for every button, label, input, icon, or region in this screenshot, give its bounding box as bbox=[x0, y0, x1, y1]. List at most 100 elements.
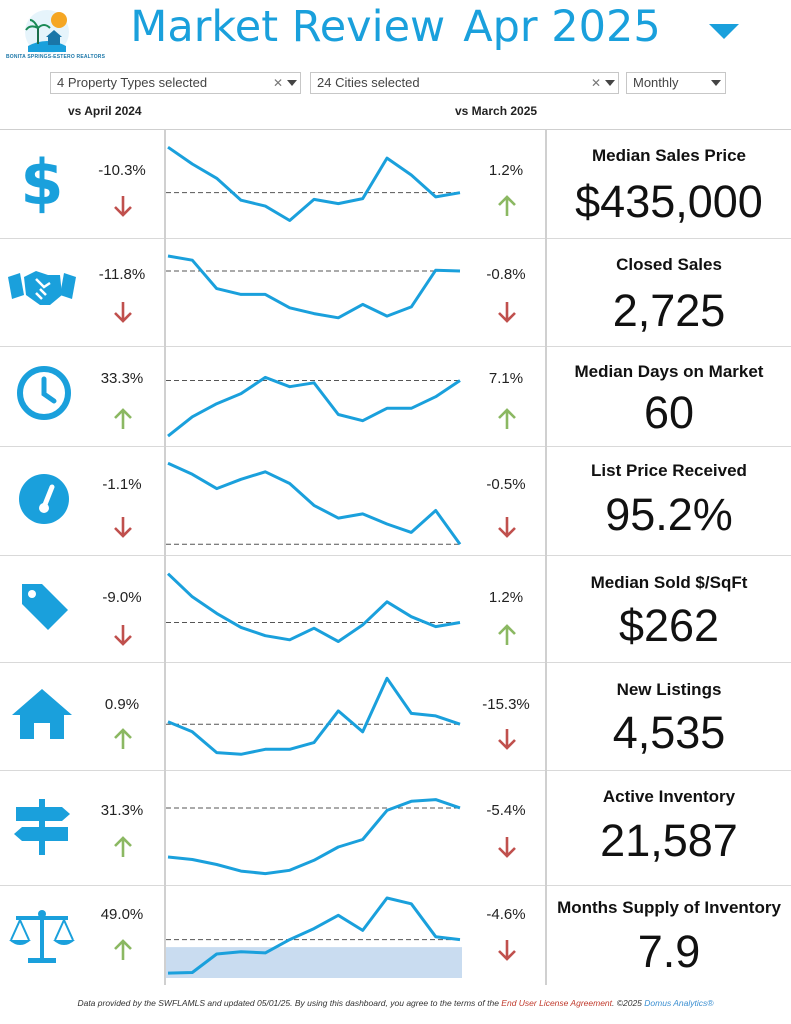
clear-icon[interactable]: ✕ bbox=[273, 76, 284, 90]
metric-value: 21,587 bbox=[600, 815, 738, 866]
domus-analytics-link[interactable]: Domus Analytics® bbox=[644, 998, 714, 1008]
up-arrow-icon bbox=[114, 939, 132, 960]
metric-row-active-inventory[interactable]: 31.3% -5.4% Active Inventory 21,587 bbox=[0, 771, 791, 885]
down-arrow-icon bbox=[498, 940, 516, 961]
down-arrow-icon bbox=[498, 729, 516, 750]
up-arrow-icon bbox=[498, 624, 516, 645]
page-title: Market Review Apr 2025 bbox=[0, 2, 791, 52]
divider bbox=[0, 885, 791, 886]
mom-change: -15.3% bbox=[482, 696, 530, 713]
trend-sparkline bbox=[166, 896, 462, 978]
divider bbox=[0, 129, 791, 130]
trend-sparkline bbox=[166, 254, 462, 320]
price-tag-icon bbox=[22, 584, 68, 630]
mom-change: 1.2% bbox=[488, 589, 524, 606]
dropdown-caret-icon[interactable] bbox=[287, 80, 297, 86]
dollar-icon: $ bbox=[20, 148, 63, 218]
yoy-change: 31.3% bbox=[100, 802, 144, 819]
yoy-change: 49.0% bbox=[100, 906, 144, 923]
period-select[interactable]: Monthly bbox=[626, 72, 726, 94]
divider bbox=[0, 770, 791, 771]
mom-change: 7.1% bbox=[488, 370, 524, 387]
logo-text: BONITA SPRINGS-ESTERO REALTORS bbox=[6, 54, 106, 60]
divider bbox=[0, 555, 791, 556]
yoy-change: -11.8% bbox=[98, 266, 146, 283]
metric-label: Median Sold $/SqFt bbox=[590, 573, 748, 592]
metric-label: Months Supply of Inventory bbox=[557, 898, 781, 917]
footer-copyright: . ©2025 bbox=[612, 998, 645, 1008]
mom-change: -4.6% bbox=[486, 906, 526, 923]
column-divider bbox=[545, 130, 547, 985]
compare-label-mom: vs March 2025 bbox=[455, 104, 538, 118]
up-arrow-icon bbox=[114, 836, 132, 857]
mom-change: -0.8% bbox=[486, 266, 526, 283]
up-arrow-icon bbox=[114, 408, 132, 429]
metric-label: Median Days on Market bbox=[574, 362, 764, 381]
page-title-main: Market Review bbox=[130, 2, 446, 52]
trend-sparkline bbox=[166, 798, 462, 876]
trend-sparkline bbox=[166, 145, 462, 222]
metric-value: 2,725 bbox=[612, 285, 726, 336]
metric-label: New Listings bbox=[616, 680, 722, 699]
metric-row-median-sold-per-sqft[interactable]: -9.0% 1.2% Median Sold $/SqFt $262 bbox=[0, 556, 791, 662]
yoy-change: -10.3% bbox=[98, 162, 146, 179]
trend-sparkline bbox=[166, 375, 462, 438]
house-icon bbox=[12, 689, 72, 739]
clear-icon[interactable]: ✕ bbox=[591, 76, 602, 90]
metric-label: List Price Received bbox=[591, 461, 747, 480]
down-arrow-icon bbox=[114, 625, 132, 646]
up-arrow-icon bbox=[498, 195, 516, 216]
down-arrow-icon bbox=[498, 837, 516, 858]
metric-label: Closed Sales bbox=[616, 255, 722, 274]
eula-link[interactable]: End User License Agreement bbox=[501, 998, 613, 1008]
metric-row-median-sales-price[interactable]: $ -10.3% 1.2% Median Sales Price $435,00… bbox=[0, 130, 791, 238]
divider bbox=[0, 446, 791, 447]
mom-change: -5.4% bbox=[486, 802, 526, 819]
dropdown-caret-icon[interactable] bbox=[605, 80, 615, 86]
logo-mark bbox=[25, 10, 69, 54]
metric-row-closed-sales[interactable]: -11.8% -0.8% Closed Sales 2,725 bbox=[0, 239, 791, 346]
period-select-value: Monthly bbox=[633, 75, 679, 90]
down-arrow-icon bbox=[114, 196, 132, 217]
metric-value: 7.9 bbox=[637, 926, 701, 977]
chevron-down-icon[interactable] bbox=[709, 24, 739, 39]
down-arrow-icon bbox=[114, 517, 132, 538]
compare-label-yoy: vs April 2024 bbox=[68, 104, 142, 118]
metric-label: Median Sales Price bbox=[591, 146, 747, 165]
svg-text:$: $ bbox=[20, 148, 63, 218]
signpost-icon bbox=[14, 799, 70, 855]
property-types-filter-value: 4 Property Types selected bbox=[57, 75, 208, 90]
cities-filter-value: 24 Cities selected bbox=[317, 75, 420, 90]
metric-row-median-days-on-market[interactable]: 33.3% 7.1% Median Days on Market 60 bbox=[0, 347, 791, 446]
mom-change: 1.2% bbox=[488, 162, 524, 179]
divider bbox=[0, 346, 791, 347]
footer-disclaimer: Data provided by the SWFLAMLS and update… bbox=[0, 998, 791, 1008]
yoy-change: -1.1% bbox=[102, 476, 142, 493]
property-types-filter[interactable]: 4 Property Types selected ✕ bbox=[50, 72, 301, 94]
clock-icon bbox=[17, 366, 71, 420]
metric-row-new-listings[interactable]: 0.9% -15.3% New Listings 4,535 bbox=[0, 663, 791, 770]
metric-value: $435,000 bbox=[575, 176, 763, 227]
trend-sparkline bbox=[166, 572, 462, 643]
mom-change: -0.5% bbox=[486, 476, 526, 493]
up-arrow-icon bbox=[498, 408, 516, 429]
yoy-change: -9.0% bbox=[102, 589, 142, 606]
metric-row-list-price-received[interactable]: -1.1% -0.5% List Price Received 95.2% bbox=[0, 447, 791, 555]
metric-value: 95.2% bbox=[605, 489, 733, 540]
metric-label: Active Inventory bbox=[602, 787, 736, 806]
cities-filter[interactable]: 24 Cities selected ✕ bbox=[310, 72, 619, 94]
divider bbox=[0, 238, 791, 239]
divider bbox=[0, 662, 791, 663]
handshake-icon bbox=[8, 271, 76, 305]
metric-value: $262 bbox=[618, 600, 720, 651]
down-arrow-icon bbox=[498, 517, 516, 538]
page-title-period: Apr 2025 bbox=[463, 2, 661, 52]
footer-text: Data provided by the SWFLAMLS and update… bbox=[77, 998, 502, 1008]
gauge-icon bbox=[19, 474, 69, 524]
up-arrow-icon bbox=[114, 728, 132, 749]
metric-value: 60 bbox=[643, 387, 695, 438]
column-divider bbox=[164, 130, 166, 985]
dropdown-caret-icon[interactable] bbox=[711, 80, 721, 86]
trend-sparkline bbox=[166, 461, 462, 546]
metric-row-months-supply[interactable]: 49.0% -4.6% Months Supply of Inventory 7… bbox=[0, 886, 791, 986]
